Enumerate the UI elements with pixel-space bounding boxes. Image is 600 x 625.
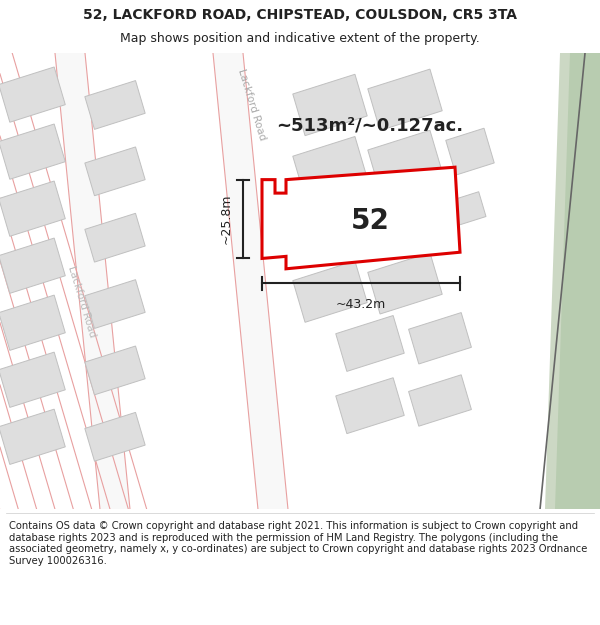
Polygon shape (409, 375, 472, 426)
Polygon shape (368, 253, 442, 314)
Polygon shape (293, 74, 367, 136)
Polygon shape (0, 238, 65, 293)
Polygon shape (0, 352, 65, 408)
Polygon shape (85, 81, 145, 129)
Polygon shape (368, 191, 442, 253)
Polygon shape (85, 346, 145, 395)
Polygon shape (450, 192, 486, 226)
Text: ~513m²/~0.127ac.: ~513m²/~0.127ac. (277, 117, 464, 135)
Text: 52: 52 (350, 207, 389, 235)
Polygon shape (85, 213, 145, 262)
Text: ~25.8m: ~25.8m (220, 194, 233, 244)
Polygon shape (0, 295, 65, 351)
Polygon shape (0, 409, 65, 464)
Polygon shape (0, 67, 65, 122)
Polygon shape (409, 312, 472, 364)
Polygon shape (293, 199, 367, 260)
Polygon shape (368, 130, 442, 192)
Text: Lackford Road: Lackford Road (67, 265, 98, 339)
Text: ~43.2m: ~43.2m (336, 298, 386, 311)
Polygon shape (368, 69, 442, 131)
Polygon shape (293, 261, 367, 322)
Polygon shape (85, 147, 145, 196)
Polygon shape (0, 181, 65, 236)
Text: 52, LACKFORD ROAD, CHIPSTEAD, COULSDON, CR5 3TA: 52, LACKFORD ROAD, CHIPSTEAD, COULSDON, … (83, 8, 517, 22)
Polygon shape (85, 279, 145, 329)
Polygon shape (555, 53, 600, 509)
Polygon shape (213, 53, 288, 509)
Text: Lackford Road: Lackford Road (236, 68, 268, 142)
Polygon shape (0, 124, 65, 179)
Polygon shape (55, 53, 130, 509)
Polygon shape (336, 316, 404, 371)
Text: Contains OS data © Crown copyright and database right 2021. This information is : Contains OS data © Crown copyright and d… (9, 521, 587, 566)
Polygon shape (545, 53, 600, 509)
Polygon shape (336, 378, 404, 434)
Polygon shape (446, 128, 494, 175)
Polygon shape (262, 167, 460, 269)
Polygon shape (293, 136, 367, 198)
Polygon shape (85, 412, 145, 461)
Text: Map shows position and indicative extent of the property.: Map shows position and indicative extent… (120, 32, 480, 45)
